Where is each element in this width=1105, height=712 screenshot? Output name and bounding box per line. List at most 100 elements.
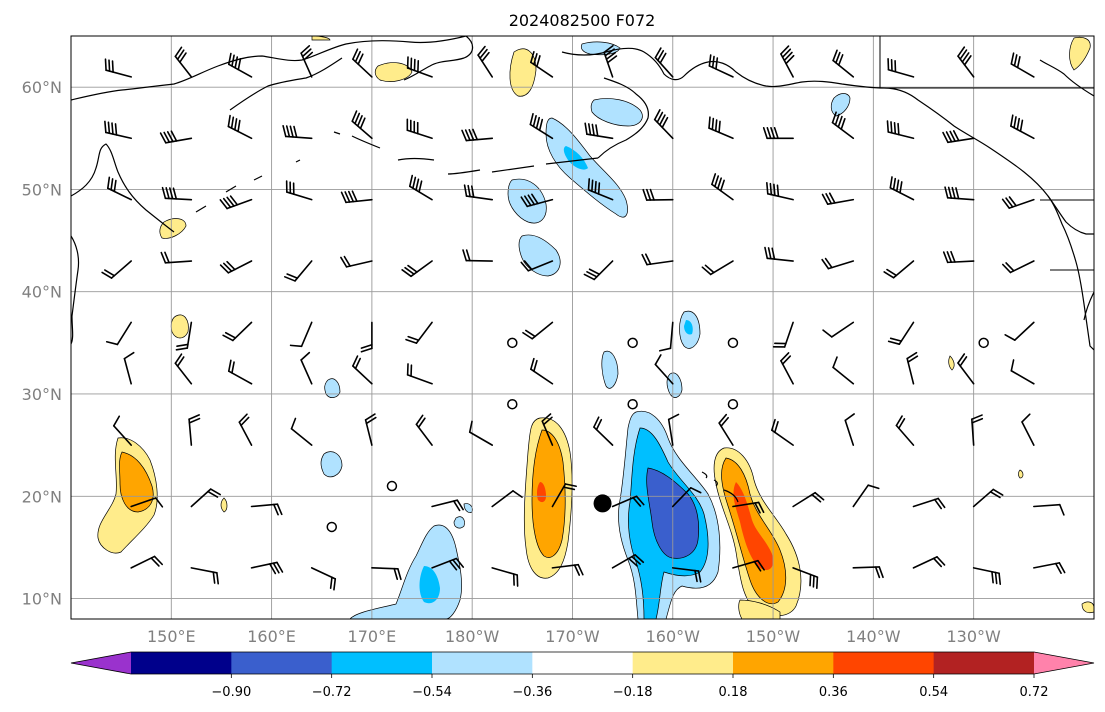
map-frame bbox=[70, 35, 1095, 620]
calm-marker bbox=[507, 337, 518, 349]
wind-barb bbox=[219, 260, 253, 274]
positive-anomaly-mid-3 bbox=[1018, 469, 1024, 479]
wind-barb bbox=[250, 561, 284, 575]
calm-marker bbox=[507, 398, 518, 410]
negative-anomaly-mid-1-core bbox=[684, 320, 693, 335]
wind-barb bbox=[1004, 321, 1035, 341]
colorbar-tick-label: −0.54 bbox=[412, 685, 452, 700]
wind-barb bbox=[642, 188, 674, 201]
lat-label: 30°N bbox=[22, 385, 62, 404]
wind-barb bbox=[406, 118, 433, 140]
wind-barb bbox=[957, 353, 975, 385]
positive-anomaly-north-1 bbox=[509, 48, 537, 97]
wind-barb bbox=[174, 46, 193, 78]
wind-barb bbox=[161, 186, 193, 201]
wind-barb bbox=[658, 321, 674, 352]
wind-barb bbox=[360, 321, 373, 353]
wind-barb bbox=[431, 499, 464, 512]
coastline-siberia bbox=[71, 36, 467, 101]
wind-barb bbox=[718, 413, 734, 446]
colorbar-tick-label: −0.36 bbox=[512, 685, 552, 700]
positive-anomaly-mid-1 bbox=[170, 314, 189, 339]
wind-barb bbox=[972, 488, 1004, 508]
wind-barb bbox=[912, 497, 946, 510]
colorbar-extend-high bbox=[1034, 652, 1094, 674]
positive-anomaly-central-core bbox=[531, 429, 566, 558]
wind-barb bbox=[587, 178, 614, 201]
wind-barb bbox=[641, 253, 674, 266]
wind-barb bbox=[766, 182, 794, 201]
wind-barb bbox=[1010, 52, 1035, 78]
wind-barb bbox=[522, 321, 554, 340]
coastline-alaska-bristol bbox=[597, 77, 649, 159]
wind-barb bbox=[822, 321, 855, 338]
wind-barb bbox=[792, 491, 825, 508]
wind-barb bbox=[1010, 359, 1035, 385]
gridlines bbox=[71, 36, 1094, 619]
colorbar-extend-low bbox=[71, 652, 131, 674]
wind-barb bbox=[971, 414, 984, 446]
wind-barbs bbox=[101, 44, 1066, 591]
coastline-siberia-2 bbox=[229, 57, 343, 111]
wind-barb bbox=[101, 260, 132, 279]
wind-barb bbox=[832, 49, 855, 78]
wind-barb bbox=[285, 180, 313, 201]
location-marker bbox=[593, 494, 612, 513]
colorbar: −0.90 −0.72 −0.54 −0.36 −0.18 0.18 0.36 0.54 0.7… bbox=[70, 651, 1095, 700]
colorbar-bin bbox=[733, 652, 834, 674]
wind-barb bbox=[889, 176, 915, 201]
wind-barb bbox=[289, 321, 313, 348]
wind-barb bbox=[1033, 503, 1065, 516]
colorbar-tick-label: 0.72 bbox=[1020, 685, 1049, 700]
wind-barb bbox=[1002, 260, 1035, 274]
wind-barb bbox=[352, 355, 373, 385]
wind-barb bbox=[123, 351, 135, 385]
wind-barb bbox=[792, 567, 819, 589]
wind-barb bbox=[671, 567, 702, 583]
wind-barb bbox=[852, 484, 880, 508]
longitude-labels: 150°E 160°E 170°E 180°W 170°W 160°W 150°W 140°W… bbox=[147, 627, 1001, 646]
wind-barb bbox=[653, 109, 674, 140]
positive-anomaly-mid-2 bbox=[948, 355, 955, 371]
wind-barb bbox=[732, 501, 765, 514]
wind-barb bbox=[611, 554, 645, 569]
wind-barb bbox=[159, 130, 193, 144]
lon-label: 160°W bbox=[646, 627, 701, 646]
wind-barb bbox=[667, 413, 680, 446]
lon-label: 180°W bbox=[445, 627, 500, 646]
positive-anomaly-south-1 bbox=[1081, 601, 1094, 614]
wind-barb bbox=[468, 420, 494, 446]
positive-anomaly-north-3 bbox=[159, 218, 187, 239]
wind-barb bbox=[160, 251, 193, 264]
wind-barb bbox=[852, 566, 884, 579]
wind-barb bbox=[415, 414, 433, 446]
wind-barb bbox=[219, 195, 253, 210]
lat-label: 50°N bbox=[22, 180, 62, 199]
colorbar-bin bbox=[833, 652, 935, 674]
wind-barb bbox=[708, 54, 734, 78]
colorbar-bin bbox=[432, 652, 533, 674]
wind-barb bbox=[762, 127, 794, 140]
wind-barb bbox=[401, 260, 433, 278]
wind-barb bbox=[708, 116, 734, 140]
calm-marker bbox=[978, 337, 989, 349]
wind-barb bbox=[222, 321, 253, 342]
coastline-north-america-west bbox=[1039, 59, 1094, 97]
wind-barb bbox=[130, 555, 163, 569]
wind-barb bbox=[1033, 562, 1066, 575]
wind-barb bbox=[821, 192, 855, 205]
coastline-chukotka bbox=[403, 36, 474, 81]
wind-barb bbox=[250, 503, 283, 516]
wind-barb bbox=[188, 414, 201, 446]
negative-anomaly-mid-6 bbox=[453, 516, 465, 529]
colorbar-bin bbox=[933, 652, 1035, 674]
wind-barb bbox=[529, 113, 554, 140]
lon-label: 170°W bbox=[545, 627, 600, 646]
wind-barb bbox=[352, 48, 373, 78]
wind-barb bbox=[1001, 196, 1035, 209]
lat-label: 20°N bbox=[22, 487, 62, 506]
colorbar-outline bbox=[70, 651, 1095, 675]
wind-barb bbox=[371, 567, 402, 581]
lat-label: 40°N bbox=[22, 283, 62, 302]
